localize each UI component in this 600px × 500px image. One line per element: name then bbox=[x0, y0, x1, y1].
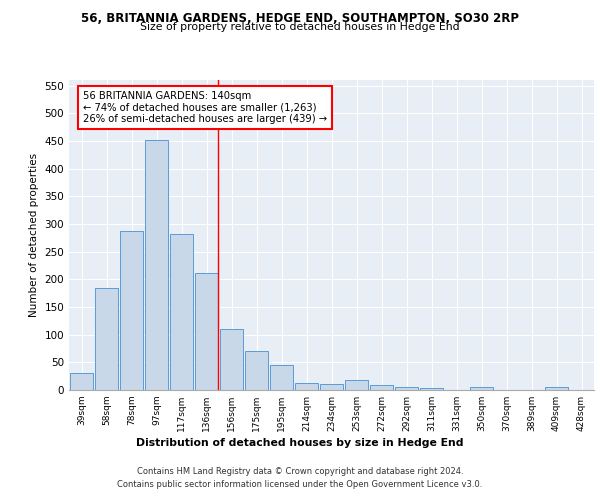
Bar bbox=[470, 386, 493, 390]
Bar bbox=[170, 234, 193, 390]
Bar bbox=[344, 380, 368, 390]
Bar bbox=[295, 383, 319, 390]
Text: Size of property relative to detached houses in Hedge End: Size of property relative to detached ho… bbox=[140, 22, 460, 32]
Bar bbox=[145, 140, 169, 390]
Text: Distribution of detached houses by size in Hedge End: Distribution of detached houses by size … bbox=[136, 438, 464, 448]
Text: 56 BRITANNIA GARDENS: 140sqm
← 74% of detached houses are smaller (1,263)
26% of: 56 BRITANNIA GARDENS: 140sqm ← 74% of de… bbox=[83, 91, 327, 124]
Bar bbox=[370, 385, 394, 390]
Bar bbox=[245, 351, 268, 390]
Text: 56, BRITANNIA GARDENS, HEDGE END, SOUTHAMPTON, SO30 2RP: 56, BRITANNIA GARDENS, HEDGE END, SOUTHA… bbox=[81, 12, 519, 26]
Bar bbox=[70, 374, 94, 390]
Bar bbox=[194, 273, 218, 390]
Text: Contains HM Land Registry data © Crown copyright and database right 2024.
Contai: Contains HM Land Registry data © Crown c… bbox=[118, 468, 482, 489]
Bar bbox=[95, 288, 118, 390]
Bar bbox=[419, 388, 443, 390]
Bar bbox=[220, 329, 244, 390]
Bar bbox=[395, 387, 418, 390]
Bar bbox=[119, 231, 143, 390]
Y-axis label: Number of detached properties: Number of detached properties bbox=[29, 153, 39, 317]
Bar bbox=[320, 384, 343, 390]
Bar bbox=[545, 387, 568, 390]
Bar bbox=[269, 364, 293, 390]
